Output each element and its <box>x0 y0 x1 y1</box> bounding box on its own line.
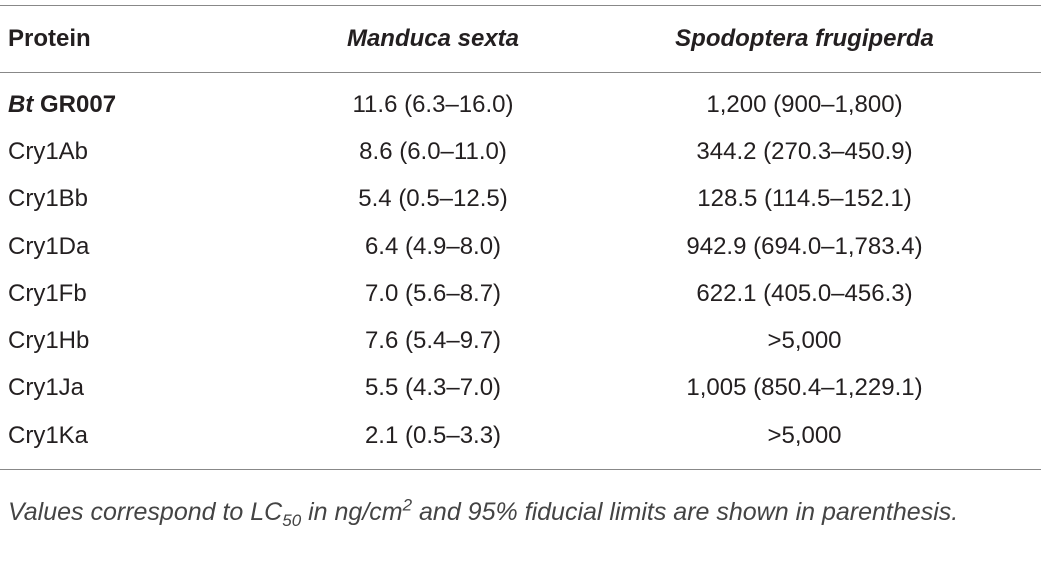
table-body: Bt GR007 11.6 (6.3–16.0) 1,200 (900–1,800)… <box>0 73 1041 470</box>
footnote: Values correspond to LC50 in ng/cm2 and … <box>8 494 1033 530</box>
data-table: Protein Manduca sexta Spodoptera frugiperd… <box>0 5 1041 471</box>
subscript: 50 <box>282 511 302 530</box>
table-cell: 128.5 (114.5–152.1) <box>697 185 912 213</box>
header-cell: Manduca sexta <box>298 5 568 73</box>
footnote-text: and 95% fiducial limits are shown in par… <box>419 498 959 526</box>
table-cell: Cry1Ja <box>8 374 85 402</box>
header-cell: Protein <box>0 5 298 73</box>
superscript: 2 <box>402 495 413 515</box>
table-cell: 7.6 (5.4–9.7) <box>364 327 502 355</box>
table-cell: Cry1Ab <box>8 137 89 165</box>
table-cell: 5.5 (4.3–7.0) <box>364 374 502 402</box>
table-row: Cry1Da 6.4 (4.9–8.0) 942.9 (694.0–1,783.4) <box>0 223 1041 270</box>
table-cell: Cry1Da <box>8 232 90 260</box>
table-row: Cry1Bb 5.4 (0.5–12.5) 128.5 (114.5–152.1) <box>0 176 1041 223</box>
table-cell: 2.1 (0.5–3.3) <box>364 421 502 449</box>
table-cell: >5,000 <box>767 421 842 449</box>
table-row: Bt GR007 11.6 (6.3–16.0) 1,200 (900–1,800) <box>0 73 1041 129</box>
footnote-text: Values correspond to LC <box>8 498 283 526</box>
cell-part: Bt <box>8 90 34 118</box>
table-cell: Cry1Ka <box>8 421 89 449</box>
table-cell: Cry1Fb <box>8 279 87 307</box>
table-row: Cry1Fb 7.0 (5.6–8.7) 622.1 (405.0–456.3) <box>0 270 1041 317</box>
table-row: Cry1Ka 2.1 (0.5–3.3) >5,000 <box>0 412 1041 470</box>
table-row: Cry1Ab 8.6 (6.0–11.0) 344.2 (270.3–450.9) <box>0 128 1041 175</box>
header-row: Protein Manduca sexta Spodoptera frugiperd… <box>0 5 1041 73</box>
table-cell: Cry1Bb <box>8 185 89 213</box>
table-cell: Bt GR007 <box>0 73 298 129</box>
table-cell: 1,200 (900–1,800) <box>706 90 903 118</box>
table-cell: 11.6 (6.3–16.0) <box>352 90 514 118</box>
table-cell: 8.6 (6.0–11.0) <box>359 137 507 165</box>
table-row: Cry1Hb 7.6 (5.4–9.7) >5,000 <box>0 317 1041 364</box>
table-cell: >5,000 <box>767 327 842 355</box>
table-cell: 5.4 (0.5–12.5) <box>358 185 508 213</box>
table-cell: 622.1 (405.0–456.3) <box>696 279 913 307</box>
footnote-text: in ng/cm <box>308 498 403 526</box>
table-cell: 344.2 (270.3–450.9) <box>696 137 913 165</box>
table-cell: 1,005 (850.4–1,229.1) <box>686 374 923 402</box>
table-cell: 6.4 (4.9–8.0) <box>364 232 502 260</box>
table-cell: Cry1Hb <box>8 327 90 355</box>
cell-part: GR007 <box>40 90 117 118</box>
table-cell: 942.9 (694.0–1,783.4) <box>686 232 923 260</box>
table-row: Cry1Ja 5.5 (4.3–7.0) 1,005 (850.4–1,229.1) <box>0 365 1041 412</box>
table-cell: 7.0 (5.6–8.7) <box>364 279 502 307</box>
header-cell: Spodoptera frugiperda <box>568 5 1041 73</box>
